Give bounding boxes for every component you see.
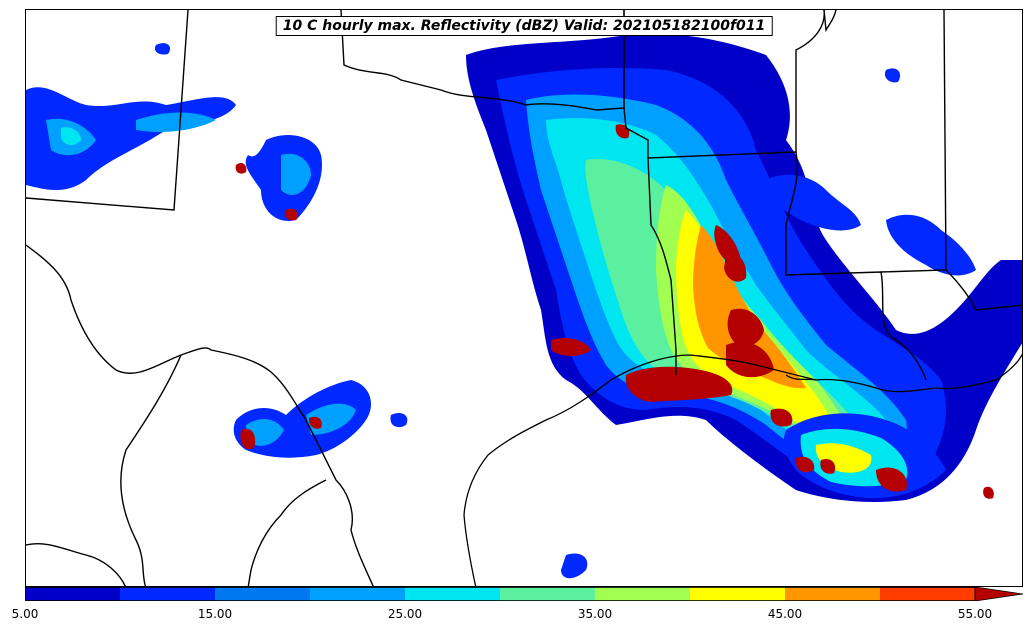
radar-echo	[284, 208, 298, 221]
border-line	[823, 10, 837, 33]
radar-echo	[766, 174, 861, 231]
radar-echo	[246, 418, 284, 446]
radar-echo	[795, 456, 815, 473]
radar-echo	[308, 416, 322, 429]
colorbar-tick-label: 55.00	[957, 607, 993, 621]
border-line	[945, 269, 1022, 311]
radar-echo	[551, 338, 591, 356]
radar-echo	[886, 214, 976, 276]
coastline	[463, 339, 1022, 586]
colorbar	[25, 587, 1024, 601]
coast-line	[463, 353, 1022, 586]
colorbar-outline	[25, 587, 976, 601]
radar-echo	[727, 308, 764, 346]
border-line	[26, 543, 126, 586]
colorbar-segment	[405, 587, 501, 601]
colorbar-extend-arrow	[974, 587, 1024, 601]
radar-echo	[154, 43, 171, 55]
map-panel: 10 C hourly max. Reflectivity (dBZ) Vali…	[25, 9, 1023, 587]
radar-echo	[61, 127, 81, 146]
colorbar-labels: 5.00 15.00 25.00 35.00 45.00 55.00	[0, 607, 1033, 625]
radar-echo	[561, 553, 588, 579]
border-line	[623, 107, 797, 159]
border-line	[26, 244, 374, 586]
radar-echo	[281, 153, 311, 195]
colorbar-segment	[690, 587, 786, 601]
border-line	[247, 479, 327, 586]
colorbar-segment	[785, 587, 881, 601]
radar-echo	[625, 366, 733, 402]
radar-echo	[770, 408, 793, 427]
coast-line	[785, 374, 817, 381]
colorbar-segment	[310, 587, 406, 601]
radar-echo	[876, 467, 907, 492]
state-borders	[26, 10, 1022, 586]
colorbar-tick-label: 5.00	[11, 607, 39, 621]
colorbar-segment	[500, 587, 596, 601]
border-line	[647, 157, 677, 375]
radar-echo	[693, 225, 806, 389]
reflectivity-map	[26, 10, 1022, 586]
border-line	[120, 354, 182, 586]
colorbar-tick-label: 45.00	[767, 607, 803, 621]
colorbar-tick-label: 25.00	[387, 607, 423, 621]
colorbar-tick-label: 15.00	[197, 607, 233, 621]
colorbar-segment	[25, 587, 121, 601]
radar-echo	[983, 486, 994, 499]
border-line	[26, 10, 189, 211]
reflectivity-shading	[26, 33, 1022, 579]
border-line	[785, 151, 897, 341]
radar-echo	[390, 413, 408, 428]
colorbar-segment	[595, 587, 691, 601]
colorbar-segment	[120, 587, 216, 601]
colorbar-segment	[880, 587, 976, 601]
map-title: 10 C hourly max. Reflectivity (dBZ) Vali…	[275, 16, 773, 36]
radar-echo	[884, 68, 901, 83]
radar-echo	[726, 341, 774, 378]
radar-echo	[820, 458, 836, 474]
colorbar-tick-label: 35.00	[577, 607, 613, 621]
radar-echo	[240, 428, 256, 450]
coast-line	[895, 339, 927, 381]
border-line	[340, 10, 625, 111]
radar-echo	[235, 162, 247, 174]
radar-echo	[136, 112, 216, 132]
radar-echo	[714, 225, 741, 264]
border-line	[795, 10, 825, 152]
radar-echo	[724, 253, 747, 282]
colorbar-segment	[215, 587, 311, 601]
